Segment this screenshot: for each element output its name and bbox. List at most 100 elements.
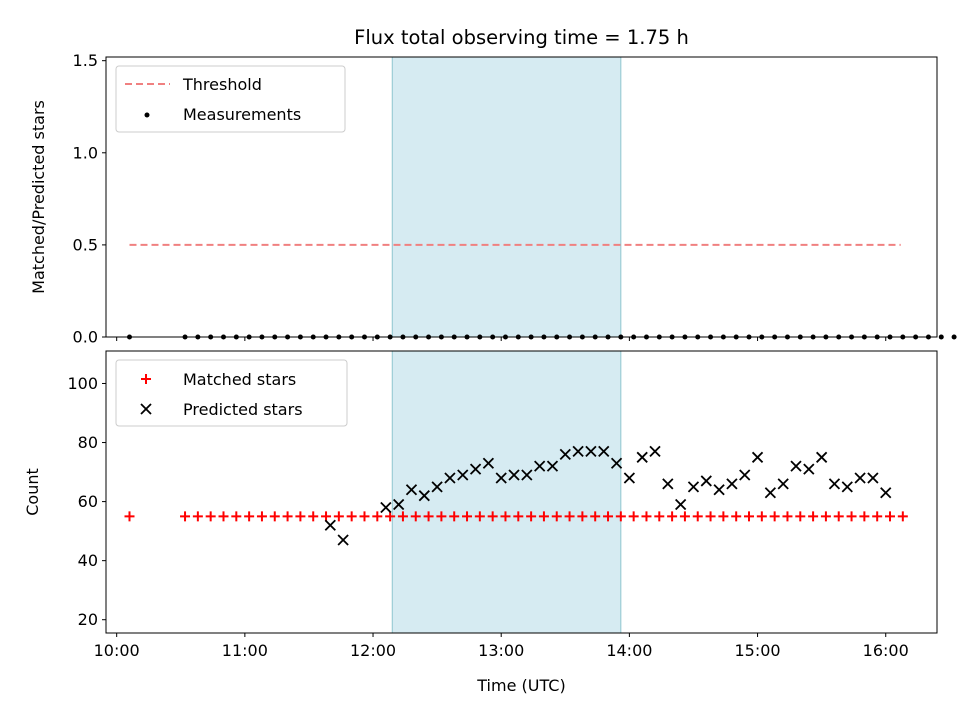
predicted-star-point	[816, 451, 828, 463]
bottom-y-tick-label: 40	[78, 551, 98, 570]
top-y-tick-label: 0.5	[73, 235, 98, 254]
predicted-star-point	[521, 469, 533, 481]
bottom-x-tick-label: 16:00	[863, 641, 909, 660]
matched-star-point	[244, 511, 255, 522]
matched-star-point	[590, 511, 601, 522]
predicted-star-point	[405, 484, 418, 496]
predicted-star-point	[700, 475, 712, 487]
matched-star-point	[551, 511, 562, 522]
predicted-star-point	[559, 448, 571, 460]
matched-star-point	[641, 511, 652, 522]
matched-star-point	[295, 511, 306, 522]
predicted-star-point	[585, 445, 597, 458]
legend-matched-label: Matched stars	[183, 370, 296, 389]
top-legend: Threshold Measurements	[115, 65, 346, 133]
matched-star-point	[705, 511, 716, 522]
matched-star-point	[436, 511, 447, 522]
matched-star-point	[795, 511, 806, 522]
predicted-star-point	[854, 472, 866, 484]
matched-star-point	[231, 511, 242, 522]
predicted-star-point	[739, 469, 751, 481]
predicted-star-point	[751, 451, 764, 463]
legend-plus-marker	[141, 374, 151, 384]
top-chart-title: Flux total observing time = 1.75 h	[354, 26, 689, 49]
top-y-tick-label: 0.0	[73, 328, 98, 347]
bottom-x-tick-label: 14:00	[606, 641, 652, 660]
matched-star-point	[782, 511, 793, 522]
predicted-star-point	[610, 457, 623, 469]
predicted-star-point	[444, 472, 456, 484]
predicted-star-point	[431, 481, 443, 493]
matched-star-point	[282, 511, 293, 522]
predicted-star-point	[828, 478, 841, 490]
predicted-star-point	[777, 478, 789, 490]
matched-star-point	[654, 511, 665, 522]
matched-star-point	[628, 511, 639, 522]
matched-star-point	[124, 511, 135, 522]
predicted-star-point	[418, 490, 430, 502]
matched-star-point	[564, 511, 575, 522]
predicted-star-point	[508, 469, 520, 481]
matched-star-point	[500, 511, 511, 522]
matched-star-point	[346, 511, 357, 522]
matched-star-point	[756, 511, 767, 522]
matched-star-point	[692, 511, 703, 522]
matched-star-point	[897, 511, 908, 522]
observing-window-span	[391, 350, 622, 634]
matched-star-point	[218, 511, 229, 522]
matched-star-point	[372, 511, 383, 522]
matched-star-point	[833, 511, 844, 522]
matched-star-point	[449, 511, 460, 522]
predicted-star-point	[790, 460, 802, 472]
predicted-star-point	[393, 498, 405, 511]
matched-star-point	[269, 511, 280, 522]
matched-star-point	[410, 511, 421, 522]
predicted-star-point	[636, 451, 648, 463]
matched-star-point	[397, 511, 408, 522]
matched-star-point	[256, 511, 267, 522]
matched-star-point	[808, 511, 819, 522]
predicted-star-point	[726, 478, 738, 490]
bottom-y-tick-label: 100	[67, 374, 98, 393]
predicted-star-point	[324, 519, 336, 531]
bottom-x-tick-label: 12:00	[350, 641, 396, 660]
predicted-star-point	[469, 463, 482, 475]
predicted-star-point	[534, 460, 546, 472]
matched-star-point	[820, 511, 831, 522]
bottom-axes-frame	[105, 350, 938, 634]
predicted-star-point	[495, 472, 507, 484]
legend-measurements-swatch	[144, 112, 150, 118]
predicted-star-point	[598, 445, 610, 458]
predicted-star-point	[546, 460, 559, 472]
matched-star-point	[667, 511, 678, 522]
measurement-point	[938, 334, 944, 340]
predicted-star-point	[380, 501, 392, 514]
bottom-legend-box	[115, 359, 348, 427]
matched-star-point	[513, 511, 524, 522]
predicted-star-point	[867, 472, 879, 484]
predicted-star-point	[687, 481, 700, 493]
matched-star-point	[846, 511, 857, 522]
matched-star-point	[538, 511, 549, 522]
bottom-y-tick-label: 80	[78, 433, 98, 452]
predicted-star-point	[803, 463, 815, 475]
predicted-star-point	[572, 445, 584, 458]
bottom-x-tick-label: 10:00	[94, 641, 140, 660]
matched-star-point	[872, 511, 883, 522]
legend-predicted-label: Predicted stars	[183, 400, 303, 419]
top-legend-box	[115, 65, 346, 133]
matched-star-point	[308, 511, 319, 522]
matched-star-point	[359, 511, 370, 522]
matched-star-point	[333, 511, 344, 522]
observing-window-span	[391, 56, 622, 338]
matched-star-point	[205, 511, 216, 522]
top-panel: 0.0 0.5 1.0 1.5 Flux total observing time =…	[29, 26, 957, 347]
matched-star-point	[744, 511, 755, 522]
legend-predicted-swatch	[140, 403, 152, 415]
predicted-star-point	[649, 445, 661, 458]
predicted-star-point	[337, 534, 349, 546]
legend-x-marker	[140, 403, 152, 415]
bottom-y-axis-label: Count	[23, 468, 42, 516]
matched-star-point	[474, 511, 485, 522]
